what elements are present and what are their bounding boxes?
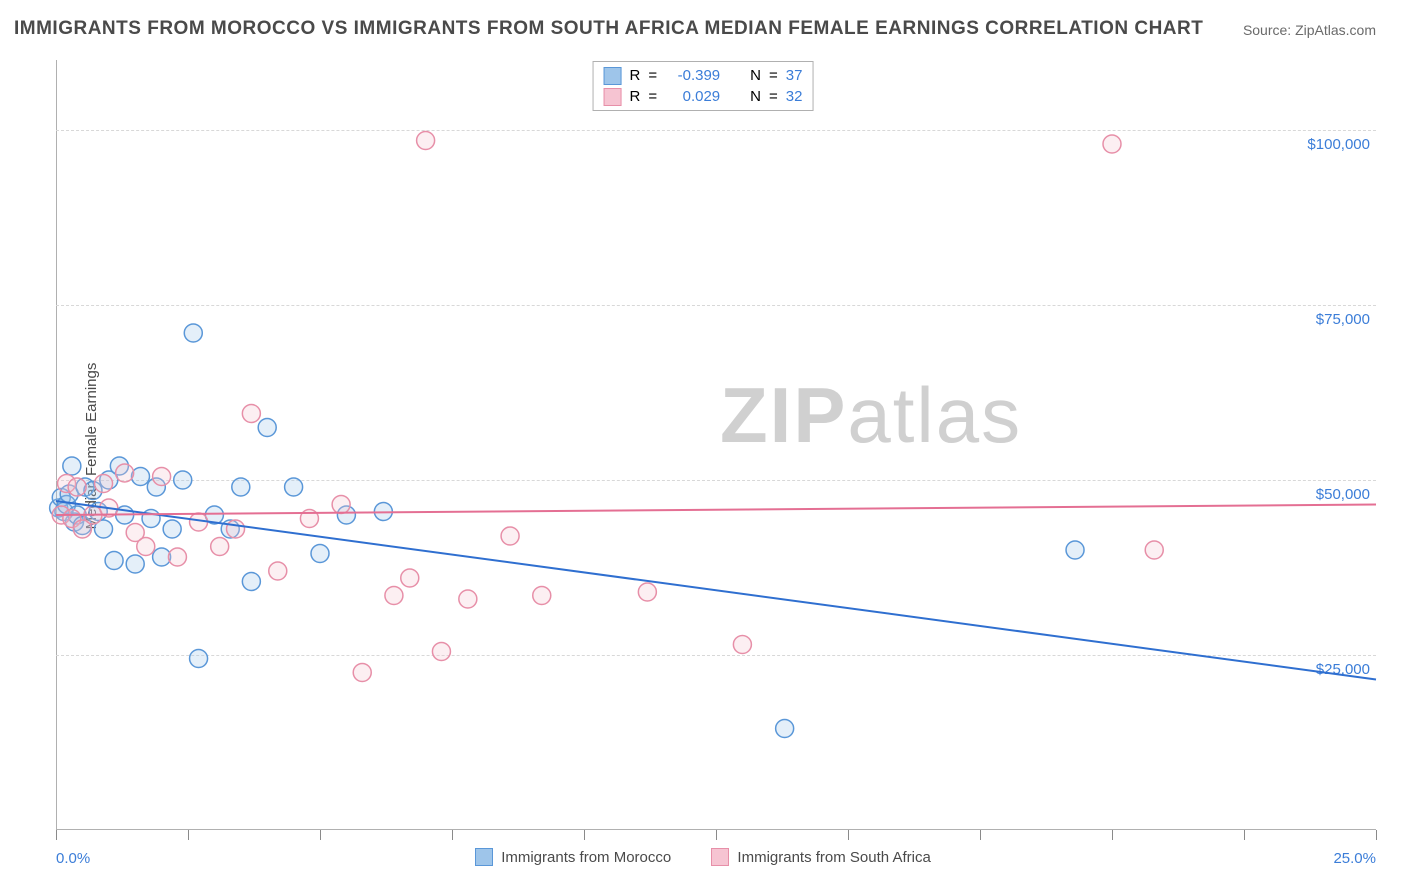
x-tick [716, 830, 717, 840]
x-tick [320, 830, 321, 840]
x-tick [980, 830, 981, 840]
x-tick [56, 830, 57, 840]
data-point-south_africa [1103, 135, 1121, 153]
data-point-south_africa [638, 583, 656, 601]
chart-svg [56, 60, 1376, 830]
data-point-morocco [131, 468, 149, 486]
data-point-south_africa [269, 562, 287, 580]
data-point-morocco [285, 478, 303, 496]
data-point-morocco [1066, 541, 1084, 559]
swatch-morocco [604, 67, 622, 85]
data-point-morocco [258, 419, 276, 437]
data-point-south_africa [385, 587, 403, 605]
R-value-sa: 0.029 [665, 86, 720, 107]
x-tick [1244, 830, 1245, 840]
data-point-south_africa [1145, 541, 1163, 559]
data-point-south_africa [501, 527, 519, 545]
equals-sign: = [648, 86, 657, 107]
data-point-morocco [311, 545, 329, 563]
x-tick [1112, 830, 1113, 840]
swatch-sa [604, 88, 622, 106]
legend-label-morocco: Immigrants from Morocco [501, 849, 671, 866]
x-tick [452, 830, 453, 840]
data-point-morocco [184, 324, 202, 342]
equals-sign: = [648, 65, 657, 86]
data-point-south_africa [242, 405, 260, 423]
data-point-morocco [174, 471, 192, 489]
data-point-morocco [126, 555, 144, 573]
correlation-legend: R = -0.399 N = 37 R = 0.029 N = 32 [593, 61, 814, 111]
swatch-sa-icon [711, 848, 729, 866]
data-point-south_africa [153, 468, 171, 486]
data-point-morocco [190, 650, 208, 668]
swatch-morocco-icon [475, 848, 493, 866]
data-point-south_africa [168, 548, 186, 566]
N-value-sa: 32 [786, 86, 803, 107]
N-label: N [750, 86, 761, 107]
data-point-morocco [163, 520, 181, 538]
legend-row-sa: R = 0.029 N = 32 [604, 86, 803, 107]
R-value-morocco: -0.399 [665, 65, 720, 86]
legend-item-sa: Immigrants from South Africa [711, 848, 930, 866]
data-point-south_africa [116, 464, 134, 482]
x-tick [1376, 830, 1377, 840]
data-point-south_africa [417, 132, 435, 150]
x-tick [848, 830, 849, 840]
equals-sign: = [769, 65, 778, 86]
trendline-south_africa [56, 505, 1376, 516]
x-tick [188, 830, 189, 840]
data-point-south_africa [227, 520, 245, 538]
x-tick [584, 830, 585, 840]
R-label: R [630, 86, 641, 107]
data-point-morocco [105, 552, 123, 570]
data-point-morocco [63, 457, 81, 475]
data-point-south_africa [332, 496, 350, 514]
chart-title: IMMIGRANTS FROM MOROCCO VS IMMIGRANTS FR… [14, 18, 1203, 40]
data-point-south_africa [353, 664, 371, 682]
equals-sign: = [769, 86, 778, 107]
N-value-morocco: 37 [786, 65, 803, 86]
legend-label-sa: Immigrants from South Africa [737, 849, 930, 866]
data-point-south_africa [68, 478, 86, 496]
data-point-south_africa [211, 538, 229, 556]
series-legend: Immigrants from Morocco Immigrants from … [0, 848, 1406, 870]
R-label: R [630, 65, 641, 86]
data-point-south_africa [533, 587, 551, 605]
source-label: Source: ZipAtlas.com [1243, 22, 1376, 38]
data-point-morocco [776, 720, 794, 738]
data-point-south_africa [733, 636, 751, 654]
N-label: N [750, 65, 761, 86]
data-point-morocco [232, 478, 250, 496]
data-point-south_africa [401, 569, 419, 587]
data-point-south_africa [459, 590, 477, 608]
data-point-morocco [242, 573, 260, 591]
data-point-south_africa [137, 538, 155, 556]
data-point-south_africa [95, 475, 113, 493]
legend-item-morocco: Immigrants from Morocco [475, 848, 671, 866]
data-point-south_africa [432, 643, 450, 661]
legend-row-morocco: R = -0.399 N = 37 [604, 65, 803, 86]
